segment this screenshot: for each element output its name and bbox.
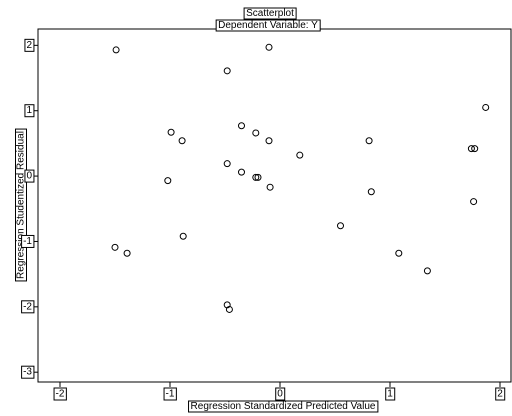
scatter-point: [112, 46, 120, 54]
scatter-point: [223, 67, 231, 75]
x-tick-label: 0: [275, 387, 286, 401]
scatter-point: [423, 267, 431, 275]
scatter-point: [482, 103, 490, 111]
x-tick-label-box: [495, 387, 506, 401]
scatter-point: [123, 249, 131, 257]
x-tick-label: 2: [495, 387, 506, 401]
scatter-point: [337, 222, 344, 230]
scatter-point: [265, 43, 273, 51]
y-tick-label-text: 1: [26, 105, 32, 116]
x-tick-label-box: [275, 387, 286, 401]
y-tick-label: 1: [24, 104, 35, 118]
x-tick-label-box: [53, 387, 67, 401]
y-tick-label: 2: [24, 38, 35, 52]
subtitle-box: [215, 19, 321, 32]
scatter-point: [470, 198, 478, 206]
scatter-point: [367, 188, 375, 196]
ticks-layer: -2 -1 0 1 2 -3 -2 -1 0 1 2: [21, 38, 506, 401]
scatter-point: [179, 232, 187, 240]
scatter-point: [225, 305, 233, 313]
y-tick-label-box: [24, 104, 35, 118]
scatter-point: [111, 243, 119, 251]
x-axis-label-box: [188, 400, 379, 413]
x-tick-label-text: 1: [387, 389, 393, 400]
scatter-point: [471, 145, 479, 153]
chart-subtitle: Dependent Variable: Y: [218, 20, 318, 31]
y-tick-label-box: [24, 38, 35, 52]
x-tick-label: 1: [385, 387, 396, 401]
scatter-point: [395, 249, 403, 257]
points-layer: [111, 43, 490, 313]
x-tick-label: -1: [163, 387, 177, 401]
scatter-point: [238, 122, 245, 130]
y-tick-label: -1: [21, 234, 35, 248]
x-tick-label-text: -1: [166, 389, 175, 400]
scatter-point: [365, 137, 373, 145]
y-tick-label-box: [24, 169, 35, 183]
y-tick-label-box: [21, 234, 35, 248]
scatter-point: [252, 129, 260, 137]
x-axis-label: Regression Standardized Predicted Value: [191, 401, 376, 412]
x-tick-label-text: -2: [56, 389, 65, 400]
scatter-point: [296, 151, 304, 159]
chart-title: Scatterplot: [246, 8, 294, 19]
y-tick-label-text: -2: [23, 301, 32, 312]
x-tick-label-text: 2: [497, 389, 503, 400]
scatter-point: [266, 183, 274, 191]
plot-frame: [37, 28, 512, 383]
scatter-point: [265, 137, 273, 145]
title-box: [243, 7, 297, 20]
y-tick-label-box: [21, 365, 35, 379]
scatter-point: [223, 160, 231, 168]
scatter-point: [252, 173, 260, 181]
y-tick-label: -3: [21, 365, 35, 379]
scatter-point: [164, 177, 172, 185]
y-tick-label-box: [21, 300, 35, 314]
x-tick-label: -2: [53, 387, 67, 401]
scatter-point: [254, 173, 262, 181]
y-tick-label-text: -1: [23, 236, 32, 247]
scatter-point: [167, 128, 175, 136]
y-tick-label-text: 2: [26, 40, 32, 51]
y-tick-label: 0: [24, 169, 35, 183]
x-tick-label-box: [163, 387, 177, 401]
y-tick-label-text: 0: [26, 171, 32, 182]
scatter-point: [178, 137, 186, 145]
x-tick-label-box: [385, 387, 396, 401]
scatter-point: [467, 145, 475, 153]
y-axis-label: Regression Studentized Residual: [16, 131, 27, 279]
y-tick-label: -2: [21, 300, 35, 314]
y-tick-label-text: -3: [23, 367, 32, 378]
scatter-point: [238, 168, 245, 176]
x-tick-label-text: 0: [277, 389, 283, 400]
